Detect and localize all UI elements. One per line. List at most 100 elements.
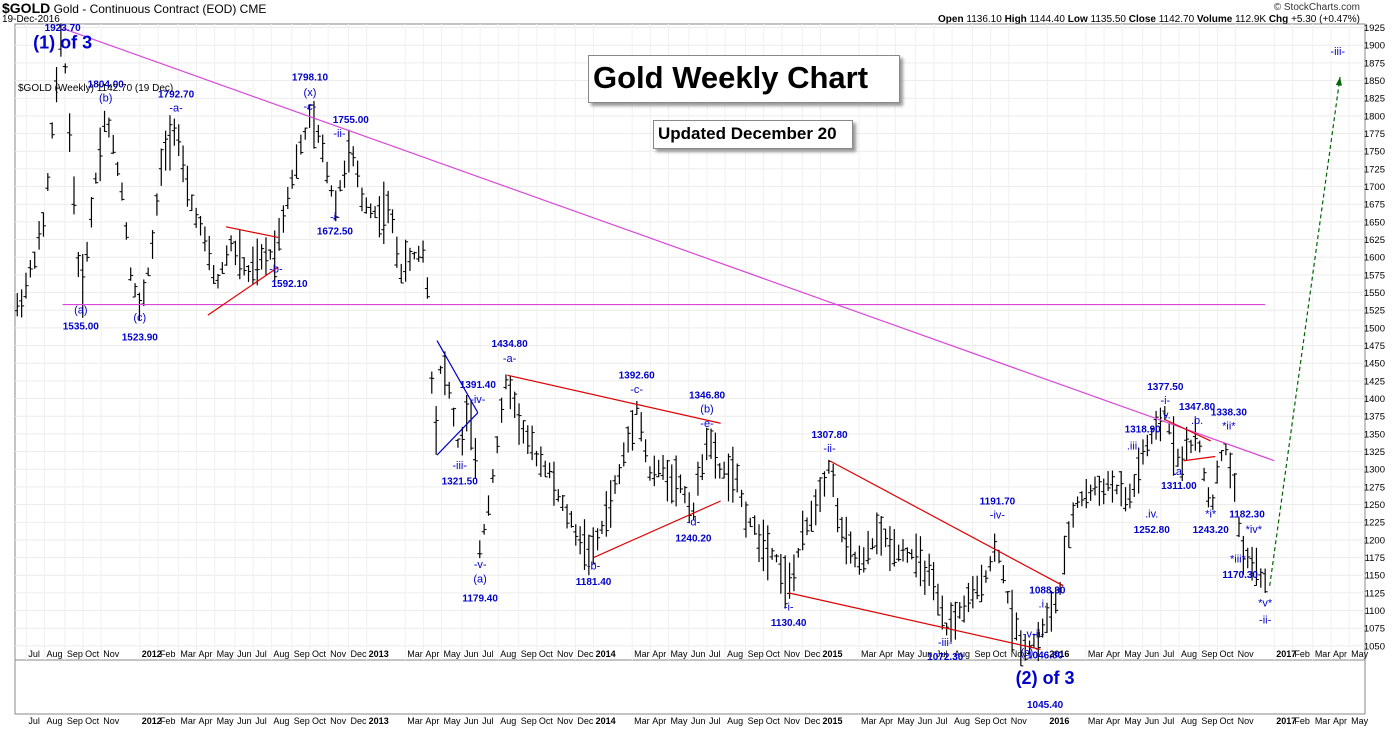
open-label: Open bbox=[938, 14, 964, 25]
x-tick-label: Oct bbox=[312, 649, 327, 659]
x-tick-label-lower: Jul bbox=[1163, 716, 1175, 726]
y-tick-label: 1425 bbox=[1364, 376, 1385, 387]
price-label: 1346.80 bbox=[689, 391, 726, 402]
price-label: 1252.80 bbox=[1134, 525, 1171, 536]
x-tick-label: 2013 bbox=[369, 649, 389, 659]
lower-panel-frame bbox=[14, 659, 1366, 715]
grid bbox=[15, 24, 1365, 660]
x-tick-label-lower: 2012 bbox=[142, 716, 162, 726]
x-tick-label-lower: Oct bbox=[85, 716, 100, 726]
high-value: 1144.40 bbox=[1029, 14, 1065, 25]
x-tick-label: Nov bbox=[557, 649, 574, 659]
wave-label: *iv* bbox=[1246, 524, 1263, 536]
close-value: 1142.70 bbox=[1158, 14, 1195, 25]
wave-label: -e- bbox=[700, 418, 714, 430]
price-label: 1170.30 bbox=[1222, 570, 1258, 581]
price-label: 1798.10 bbox=[292, 73, 329, 84]
channel-line bbox=[829, 460, 1064, 587]
y-tick-label: 1275 bbox=[1364, 482, 1385, 493]
x-tick-label: Sep bbox=[521, 649, 537, 659]
x-tick-label-lower: May bbox=[1351, 716, 1369, 726]
open-value: 1136.10 bbox=[966, 14, 1002, 25]
wave-label: -c- bbox=[304, 101, 317, 113]
x-tick-label-lower: Oct bbox=[1220, 716, 1235, 726]
price-label: 1046.80 bbox=[1027, 651, 1064, 662]
x-tick-label: 2015 bbox=[822, 649, 842, 659]
wave-label: -i- bbox=[1160, 395, 1170, 407]
x-tick-label-lower: Oct bbox=[993, 716, 1008, 726]
x-tick-label-lower: Sep bbox=[1201, 716, 1217, 726]
wave-label: -i- bbox=[330, 211, 340, 223]
x-tick-label: Nov bbox=[1011, 649, 1028, 659]
wave-labels: 1923.70(1) of 3 (a) 1535.00 1804.00 (b) (c) 15… bbox=[33, 23, 1345, 711]
chg-value: +5.30 (+0.47%) bbox=[1291, 14, 1360, 25]
y-tick-label: 1675 bbox=[1364, 200, 1385, 211]
price-label: 1311.00 bbox=[1161, 481, 1197, 492]
wave-label: (b) bbox=[99, 93, 112, 105]
x-tick-label: Nov bbox=[103, 649, 120, 659]
x-tick-label-lower: Apr bbox=[199, 716, 213, 726]
price-label: 1130.40 bbox=[771, 618, 807, 629]
x-tick-label-lower: 2015 bbox=[822, 716, 842, 726]
volume-label: Volume bbox=[1196, 14, 1233, 25]
channel-line bbox=[225, 226, 279, 239]
y-tick-label: 1625 bbox=[1364, 235, 1385, 246]
x-tick-label: Nov bbox=[1238, 649, 1255, 659]
wave-label: .iv. bbox=[1145, 508, 1158, 520]
wave-label: (b) bbox=[700, 404, 713, 416]
title-box: Gold Weekly Chart bbox=[588, 55, 900, 103]
copyright[interactable]: © StockCharts.com bbox=[1273, 2, 1360, 13]
x-tick-label: Sep bbox=[67, 649, 83, 659]
x-tick-label-lower: Aug bbox=[46, 716, 62, 726]
x-tick-label-lower: Jun bbox=[918, 716, 933, 726]
symbol-line: $GOLD Gold - Continuous Contract (EOD) C… bbox=[2, 0, 266, 16]
wave-label: -c- bbox=[630, 384, 643, 396]
x-tick-label-lower: Sep bbox=[521, 716, 537, 726]
wave-label: *v* bbox=[1258, 597, 1273, 609]
trend-line bbox=[62, 27, 1275, 462]
x-tick-label: Aug bbox=[500, 649, 516, 659]
x-tick-label: Sep bbox=[294, 649, 310, 659]
x-tick-label-lower: Jul bbox=[709, 716, 721, 726]
y-tick-label: 1475 bbox=[1364, 341, 1385, 352]
x-tick-label-lower: Aug bbox=[954, 716, 970, 726]
y-tick-label: 1250 bbox=[1364, 500, 1385, 511]
x-tick-label: Apr bbox=[652, 649, 666, 659]
x-tick-label: Aug bbox=[273, 649, 289, 659]
chg-label: Chg bbox=[1268, 14, 1289, 25]
x-tick-label-lower: Jul bbox=[936, 716, 948, 726]
y-tick-label: 1300 bbox=[1364, 465, 1385, 476]
x-tick-label-lower: Oct bbox=[766, 716, 781, 726]
x-tick-label-lower: Apr bbox=[1333, 716, 1347, 726]
x-tick-label: Aug bbox=[46, 649, 62, 659]
x-tick-label: Mar bbox=[180, 649, 196, 659]
price-label: 1307.80 bbox=[811, 430, 848, 441]
x-tick-label-lower: Sep bbox=[67, 716, 83, 726]
x-tick-label: Apr bbox=[425, 649, 439, 659]
x-tick-label-lower: May bbox=[670, 716, 688, 726]
x-tick-label: Apr bbox=[199, 649, 213, 659]
annotation-lines bbox=[62, 27, 1342, 650]
price-label: 1377.50 bbox=[1147, 382, 1184, 393]
x-tick-label-lower: Feb bbox=[1294, 716, 1310, 726]
x-tick-label: May bbox=[1124, 649, 1142, 659]
wave-label: (a) bbox=[74, 305, 87, 317]
wave-label: -iii- bbox=[938, 637, 953, 649]
wave-label: -v- bbox=[1023, 628, 1036, 640]
x-tick-label-lower: May bbox=[897, 716, 915, 726]
x-tick-label-lower: Apr bbox=[1106, 716, 1120, 726]
wave-label: .b. bbox=[1191, 415, 1203, 427]
wave-label: *i* bbox=[1205, 508, 1217, 520]
x-tick-label-lower: Mar bbox=[1088, 716, 1104, 726]
x-tick-label-lower: 2017 bbox=[1276, 716, 1296, 726]
updated-label: Updated December 20 bbox=[658, 124, 837, 143]
x-tick-label: Aug bbox=[1181, 649, 1197, 659]
wave-label: (c) bbox=[133, 312, 146, 324]
x-tick-label: Nov bbox=[784, 649, 801, 659]
wave-label: (x) bbox=[304, 87, 317, 99]
price-label: 1592.10 bbox=[271, 279, 308, 290]
y-tick-label: 1100 bbox=[1365, 606, 1385, 617]
y-tick-label: 1775 bbox=[1364, 129, 1385, 140]
x-tick-label: May bbox=[444, 649, 462, 659]
